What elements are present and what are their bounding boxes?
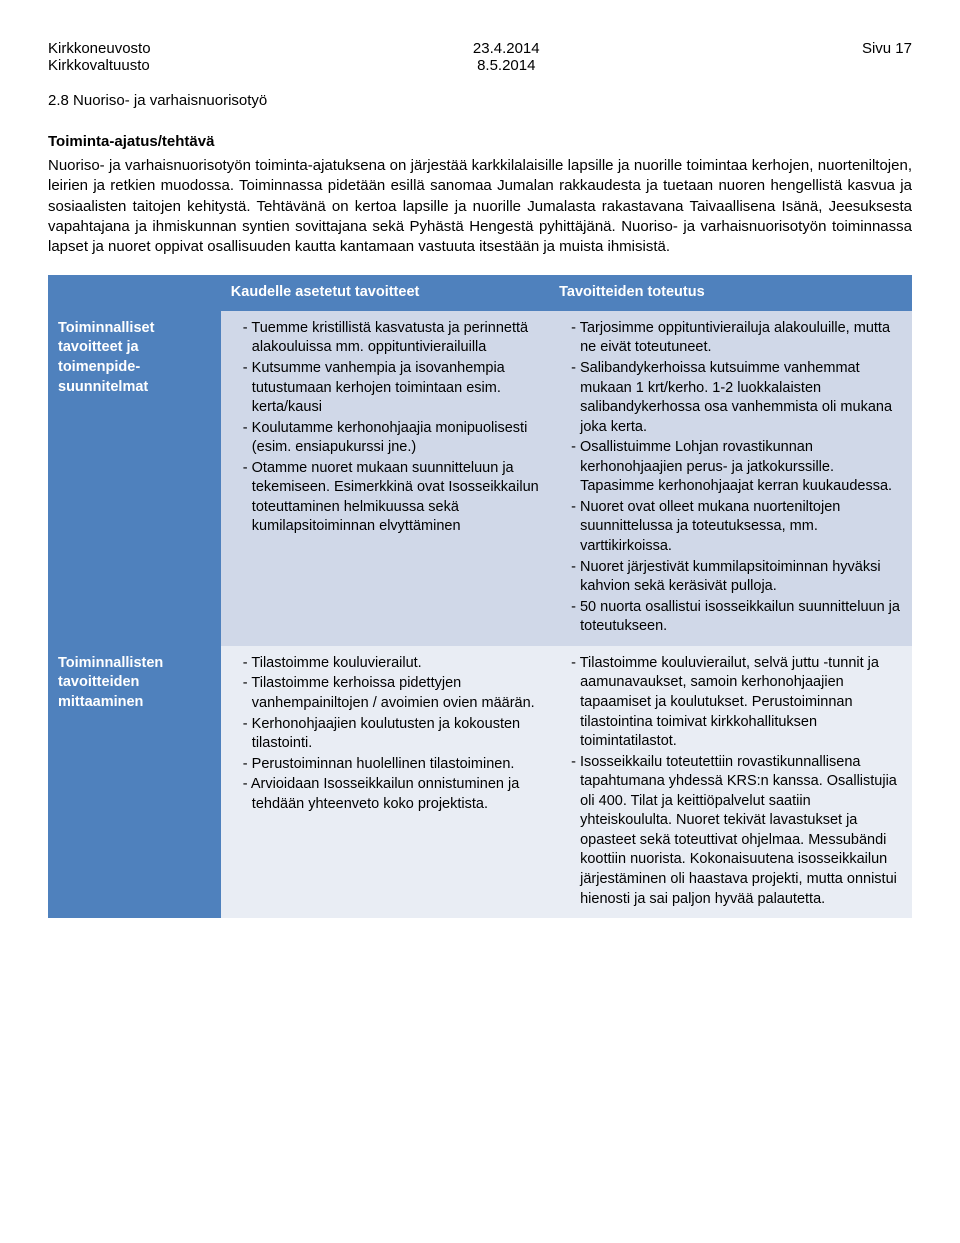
page-header: Kirkkoneuvosto Kirkkovaltuusto 23.4.2014… (48, 40, 912, 74)
goal-item: Perustoiminnan huolellinen tilastoiminen… (243, 755, 539, 775)
result-item: Osallistuimme Lohjan rovastikunnan kerho… (571, 438, 902, 497)
results-cell: Tilastoimme kouluvierailut, selvä juttu … (549, 646, 912, 918)
results-cell: Tarjosimme oppituntivierailuja alakoului… (549, 311, 912, 646)
goal-item: Kerhonohjaajien koulutusten ja kokousten… (243, 715, 539, 754)
goals-cell: Tuemme kristillistä kasvatusta ja perinn… (221, 311, 549, 646)
header-date-2: 8.5.2014 (473, 57, 540, 74)
goal-item: Tuemme kristillistä kasvatusta ja perinn… (243, 319, 539, 358)
result-item: Isosseikkailu toteutettiin rovastikunnal… (571, 753, 902, 910)
header-date-1: 23.4.2014 (473, 40, 540, 57)
goal-item: Koulutamme kerhonohjaajia monipuolisesti… (243, 419, 539, 458)
goals-cell: Tilastoimme kouluvierailut.Tilastoimme k… (221, 646, 549, 918)
header-org-1: Kirkkoneuvosto (48, 40, 151, 57)
row-label: Toiminnalliset tavoitteet ja toimenpide­… (48, 311, 221, 646)
section-title: 2.8 Nuoriso- ja varhaisnuorisotyö (48, 92, 912, 109)
result-item: 50 nuorta osallistui isosseikkailun suun… (571, 598, 902, 637)
goal-item: Otamme nuoret mukaan suunnitteluun ja te… (243, 459, 539, 537)
goal-item: Tilastoimme kouluvierailut. (243, 654, 539, 674)
goal-item: Arvioidaan Isosseikkailun onnistuminen j… (243, 775, 539, 814)
header-right: Sivu 17 (862, 40, 912, 74)
header-org-2: Kirkkovaltuusto (48, 57, 151, 74)
result-item: Nuoret ovat olleet mukana nuorteniltojen… (571, 498, 902, 557)
header-left: Kirkkoneuvosto Kirkkovaltuusto (48, 40, 151, 74)
result-item: Tarjosimme oppituntivierailuja alakoului… (571, 319, 902, 358)
table-header-results: Tavoitteiden toteutus (549, 275, 912, 311)
goal-item: Tilastoimme kerhoissa pidettyjen vanhemp… (243, 674, 539, 713)
result-item: Nuoret järjestivät kummilapsitoiminnan h… (571, 558, 902, 597)
table-header-goals: Kaudelle asetetut tavoitteet (221, 275, 549, 311)
page-number: Sivu 17 (862, 40, 912, 57)
goal-item: Kutsumme vanhempia ja isovanhempia tutus… (243, 359, 539, 418)
table-header-blank (48, 275, 221, 311)
header-center: 23.4.2014 8.5.2014 (473, 40, 540, 74)
goals-table: Kaudelle asetetut tavoitteetTavoitteiden… (48, 275, 912, 918)
sub-heading: Toiminta-ajatus/tehtävä (48, 133, 912, 150)
result-item: Tilastoimme kouluvierailut, selvä juttu … (571, 654, 902, 752)
body-paragraph: Nuoriso- ja varhaisnuorisotyön toiminta-… (48, 156, 912, 257)
row-label: Toiminnallisten tavoitteiden mittaaminen (48, 646, 221, 918)
result-item: Salibandykerhoissa kutsuimme vanhemmat m… (571, 359, 902, 437)
